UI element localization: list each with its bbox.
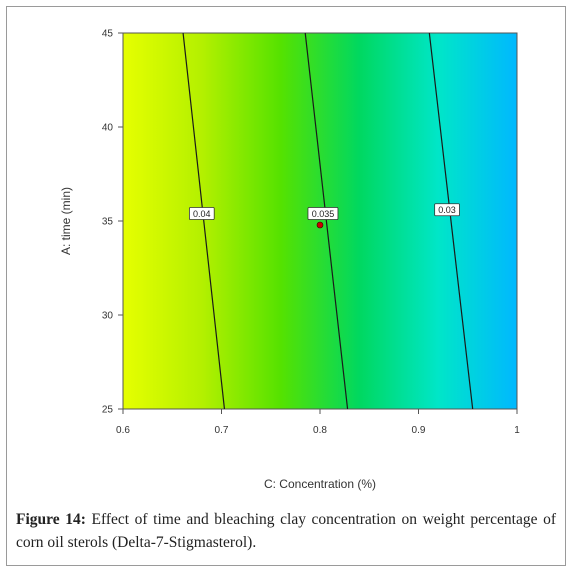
caption-text: Effect of time and bleaching clay concen… <box>16 511 556 551</box>
x-tick-label: 1 <box>514 425 520 436</box>
design-point <box>316 221 324 229</box>
y-tick-label: 45 <box>102 29 114 40</box>
plot-field <box>123 33 517 409</box>
contour-line <box>304 32 349 410</box>
contour-label: 0.04 <box>193 209 211 219</box>
contour-line <box>428 32 474 410</box>
x-tick-label: 0.8 <box>313 425 327 436</box>
contour-label-box <box>307 207 339 220</box>
contour-label-box <box>188 207 215 220</box>
contour-chart: 0.04 0.035 0.03 0.6 0.7 0.8 0.9 1 25 30 35 40 45 C… <box>59 29 520 492</box>
x-tick-label: 0.9 <box>412 425 426 436</box>
y-axis: 25 30 35 40 45 <box>102 29 123 416</box>
x-axis: 0.6 0.7 0.8 0.9 1 <box>116 409 520 436</box>
y-tick-label: 30 <box>102 311 114 322</box>
y-tick-label: 40 <box>102 123 114 134</box>
y-axis-label: A: time (min) <box>59 187 73 255</box>
x-tick-label: 0.6 <box>116 425 130 436</box>
x-axis-label: C: Concentration (%) <box>264 477 376 491</box>
contour-layer: 0.04 0.035 0.03 <box>182 32 474 410</box>
x-tick-label: 0.7 <box>215 425 229 436</box>
contour-label: 0.03 <box>438 205 456 215</box>
contour-label: 0.035 <box>312 209 335 219</box>
contour-label-box <box>434 203 460 217</box>
contour-line <box>182 32 226 410</box>
y-tick-label: 25 <box>102 405 114 416</box>
caption-label: Figure 14: <box>16 511 86 528</box>
y-tick-label: 35 <box>102 217 114 228</box>
figure-caption: Figure 14: Effect of time and bleaching … <box>16 508 556 554</box>
